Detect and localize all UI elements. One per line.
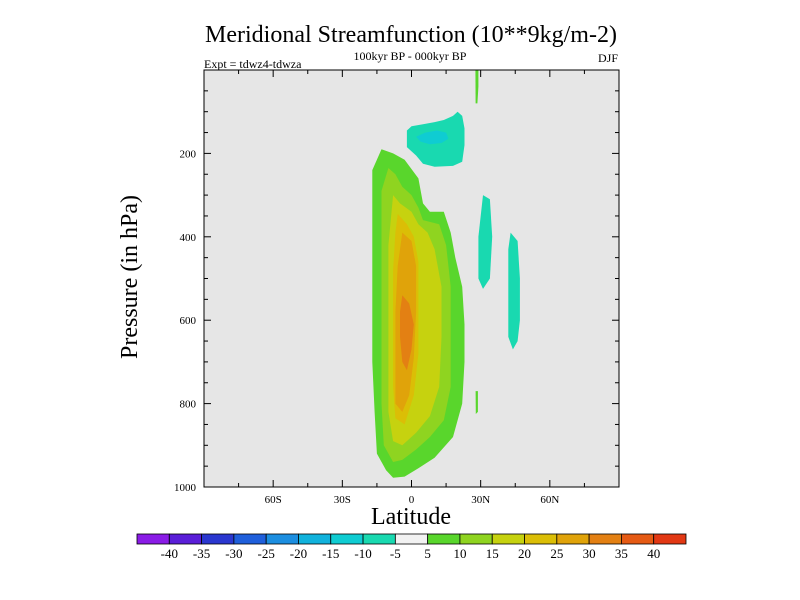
colorbar-swatch-7	[362, 533, 396, 545]
colorbar: -40 -35 -30 -25 -20 -15 -10 -5 5 10 15 20 25 30 35 40	[136, 533, 687, 561]
colorbar-swatch-11	[491, 533, 525, 545]
axis-tick-labels: 60S 30S 0 30N 60N 200 400 600 800 1000	[174, 148, 559, 506]
colorbar-swatch-9	[427, 533, 461, 545]
experiment-label: Expt = tdwz4-tdwza	[204, 57, 302, 71]
colorbar-swatch-10	[459, 533, 493, 545]
colorbar-label-7: -5	[390, 546, 401, 561]
colorbar-label-12: 25	[550, 546, 563, 561]
colorbar-label-11: 20	[518, 546, 531, 561]
colorbar-swatch-5	[298, 533, 332, 545]
contour-region-11	[475, 391, 478, 414]
contour-region-7	[416, 130, 449, 145]
x-axis-label: Latitude	[371, 504, 451, 530]
colorbar-swatch-15	[621, 533, 655, 545]
colorbar-label-4: -20	[290, 546, 307, 561]
colorbar-swatch-3	[233, 533, 267, 545]
axis-ticks	[204, 70, 619, 488]
contour-region-9	[508, 232, 520, 350]
colorbar-swatch-12	[524, 533, 558, 545]
colorbar-swatch-0	[136, 533, 170, 545]
colorbar-label-0: -40	[161, 546, 178, 561]
colorbar-swatch-6	[330, 533, 364, 545]
colorbar-swatch-2	[201, 533, 235, 545]
colorbar-label-15: 40	[647, 546, 660, 561]
y-tick-label-1: 400	[180, 232, 197, 244]
y-tick-label-4: 1000	[174, 482, 197, 494]
colorbar-swatch-4	[265, 533, 299, 545]
chart-title: Meridional Streamfunction (10**9kg/m-2)	[205, 22, 617, 48]
contour-region-10	[475, 70, 479, 104]
x-tick-label-0: 60S	[265, 494, 282, 506]
x-tick-label-3: 30N	[471, 494, 490, 506]
x-tick-label-2: 0	[409, 494, 415, 506]
colorbar-label-9: 10	[453, 546, 466, 561]
colorbar-label-2: -30	[225, 546, 242, 561]
contour-region-8	[478, 195, 493, 289]
colorbar-label-3: -25	[258, 546, 275, 561]
colorbar-label-1: -35	[193, 546, 210, 561]
contour-fills	[372, 70, 520, 478]
colorbar-swatch-1	[168, 533, 202, 545]
colorbar-swatch-14	[588, 533, 622, 545]
colorbar-swatch-13	[556, 533, 590, 545]
chart-subtitle: 100kyr BP - 000kyr BP	[354, 49, 467, 63]
colorbar-label-5: -15	[322, 546, 339, 561]
colorbar-swatch-8	[394, 533, 429, 545]
colorbar-label-14: 35	[615, 546, 628, 561]
colorbar-swatch-16	[653, 533, 687, 545]
y-tick-label-3: 800	[180, 399, 197, 411]
y-tick-label-2: 600	[180, 315, 197, 327]
colorbar-label-8: 5	[424, 546, 431, 561]
contour-region-5	[400, 295, 414, 371]
colorbar-label-6: -10	[354, 546, 371, 561]
y-tick-label-0: 200	[180, 148, 197, 160]
colorbar-label-10: 15	[486, 546, 499, 561]
y-axis-label: Pressure (in hPa)	[117, 195, 143, 359]
x-tick-label-4: 60N	[540, 494, 559, 506]
season-label: DJF	[598, 51, 618, 65]
x-tick-label-1: 30S	[334, 494, 351, 506]
colorbar-label-13: 30	[583, 546, 596, 561]
